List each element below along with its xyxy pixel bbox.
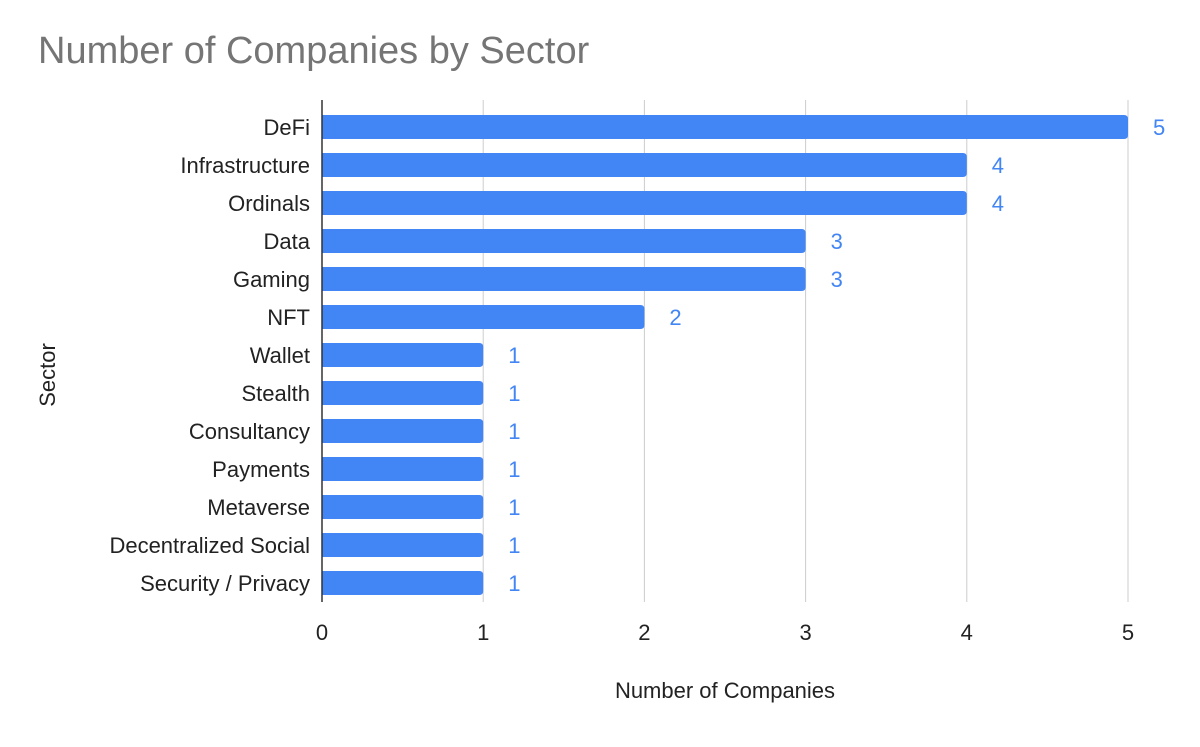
x-axis-title: Number of Companies [615,678,835,703]
category-label: Wallet [250,343,310,368]
category-label: Data [264,229,311,254]
category-label: Gaming [233,267,310,292]
data-label: 3 [831,229,843,254]
data-label: 1 [508,419,520,444]
data-label: 5 [1153,115,1165,140]
bar [322,191,967,215]
x-tick-label: 2 [638,620,650,645]
data-label: 1 [508,343,520,368]
data-label: 1 [508,457,520,482]
bar [322,381,484,405]
category-label: NFT [267,305,310,330]
data-label: 4 [992,153,1004,178]
data-label: 3 [831,267,843,292]
bar [322,419,484,443]
bar [322,153,967,177]
bar [322,495,484,519]
x-tick-label: 3 [799,620,811,645]
bar [322,229,806,253]
bar [322,457,484,481]
labels: 0 1 2 3 4 5 DeFi 5 Infrastructure 4 Ordinals 4 Data 3… [109,115,1165,645]
category-label: Decentralized Social [109,533,310,558]
category-label: Ordinals [228,191,310,216]
gridlines [482,100,1129,602]
category-label: Payments [212,457,310,482]
category-label: Stealth [242,381,311,406]
data-label: 4 [992,191,1004,216]
bar [322,571,484,595]
category-label: Infrastructure [180,153,310,178]
category-label: Consultancy [189,419,310,444]
bar [322,533,484,557]
data-label: 1 [508,381,520,406]
y-axis-title: Sector [35,343,60,407]
x-tick-label: 4 [961,620,973,645]
bar [322,115,1128,139]
bar [322,267,806,291]
data-label: 1 [508,533,520,558]
x-tick-label: 1 [477,620,489,645]
x-tick-label: 5 [1122,620,1134,645]
category-label: Security / Privacy [140,571,310,596]
bar [322,305,645,329]
chart-title: Number of Companies by Sector [38,30,590,72]
x-tick-label: 0 [316,620,328,645]
data-label: 2 [669,305,681,330]
category-label: Metaverse [207,495,310,520]
category-label: DeFi [264,115,310,140]
bars [322,115,1128,595]
data-label: 1 [508,495,520,520]
data-label: 1 [508,571,520,596]
bar [322,343,484,367]
